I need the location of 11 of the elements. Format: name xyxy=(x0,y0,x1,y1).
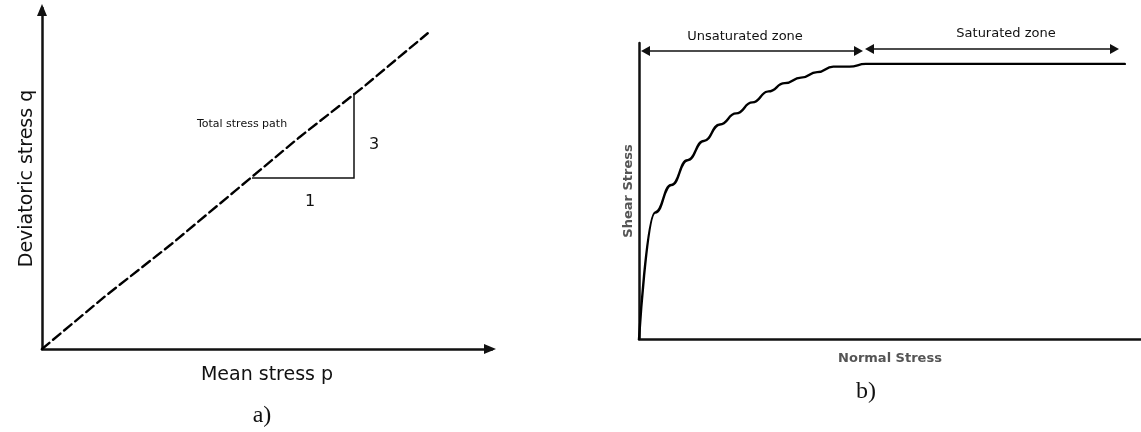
text: Saturated zone xyxy=(956,24,1056,40)
text: b) xyxy=(856,377,876,403)
annotation: 1 xyxy=(304,190,316,210)
y-axis-title: Shear Stress xyxy=(620,144,635,238)
annotation: 3 xyxy=(368,133,380,153)
text: a) xyxy=(252,401,272,427)
x-axis-title: Mean stress p xyxy=(200,361,334,384)
x-axis-title: Normal Stress xyxy=(838,350,943,365)
annotation: Total stress path xyxy=(195,116,288,130)
y-axis-title: Deviatoric stress q xyxy=(13,89,36,268)
text: Unsaturated zone xyxy=(687,27,803,43)
